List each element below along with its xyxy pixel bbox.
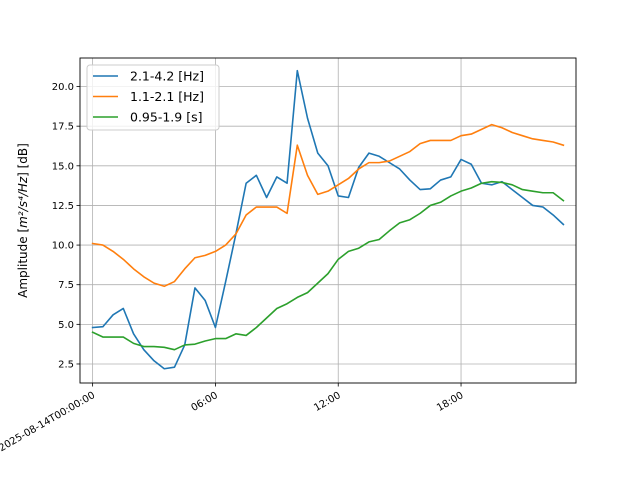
y-tick-label: 15.0 xyxy=(52,161,74,172)
legend-label-2: 1.1-2.1 [Hz] xyxy=(130,89,204,104)
legend: 2.1-4.2 [Hz] 1.1-2.1 [Hz] 0.95-1.9 [s] xyxy=(86,64,220,131)
legend-label-1: 2.1-4.2 [Hz] xyxy=(130,69,204,84)
series-line-2 xyxy=(91,123,565,288)
y-tick-label: 5.0 xyxy=(58,320,74,331)
y-tick-label: 2.5 xyxy=(58,359,74,370)
y-tick-label: 17.5 xyxy=(52,122,74,133)
legend-label-3: 0.95-1.9 [s] xyxy=(130,110,202,125)
y-tick-label: 10.0 xyxy=(52,241,74,252)
legend-box xyxy=(86,64,220,131)
series-line-1 xyxy=(91,69,565,370)
y-axis: 2.5 5.0 7.5 10.0 12.5 15.0 17.5 20.0 xyxy=(52,82,80,370)
series-lines xyxy=(91,69,565,370)
plot-frame xyxy=(79,57,577,384)
y-tick-label: 20.0 xyxy=(52,82,74,93)
y-axis-label: Amplitude [m²/s⁴/Hz] [dB] xyxy=(16,143,30,298)
series-line-3 xyxy=(91,180,565,351)
y-tick-label: 12.5 xyxy=(52,201,74,212)
y-tick-label: 7.5 xyxy=(58,280,74,291)
